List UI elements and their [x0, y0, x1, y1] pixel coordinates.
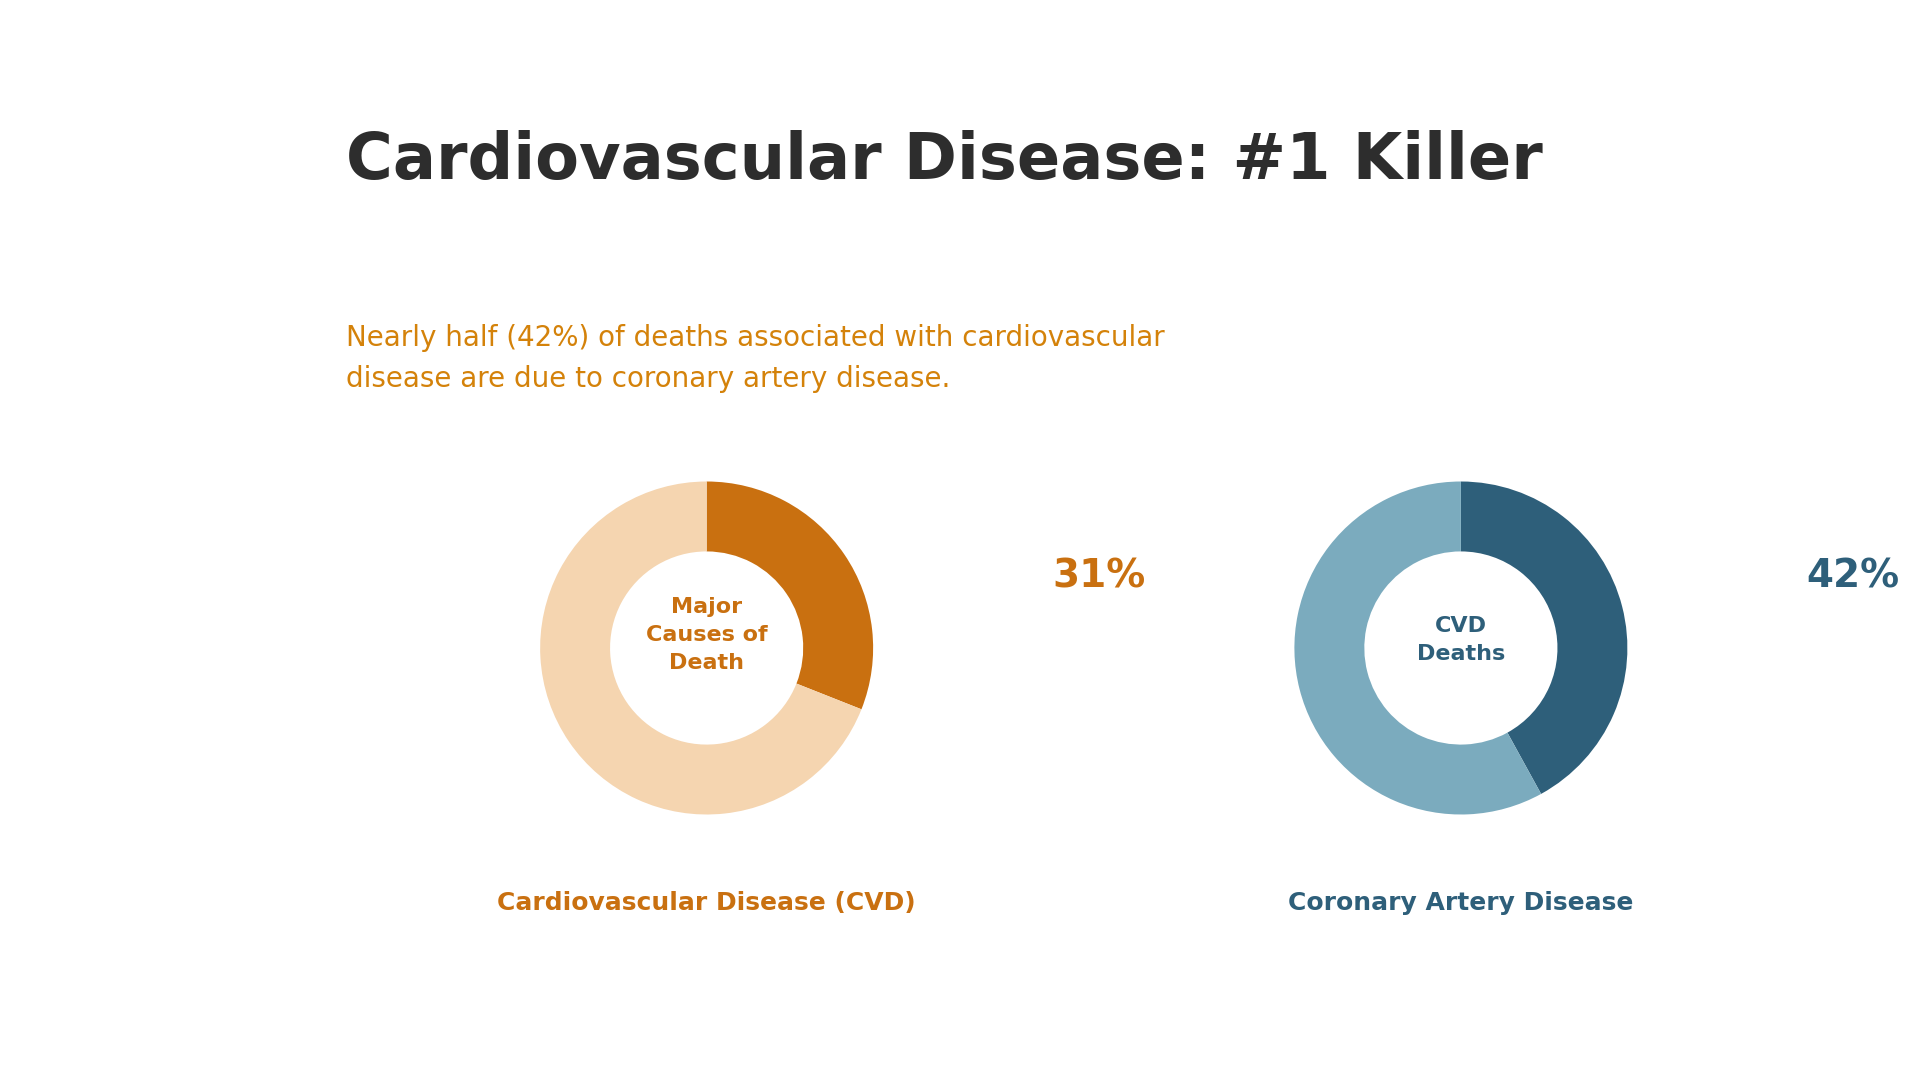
Text: Cardiovascular Disease (CVD): Cardiovascular Disease (CVD) [497, 891, 916, 915]
Wedge shape [707, 482, 874, 710]
Text: IVUS + NIRS™: IVUS + NIRS™ [81, 1025, 200, 1040]
Wedge shape [1294, 482, 1542, 814]
Text: Unstable
Lipid Core Plaque: Unstable Lipid Core Plaque [35, 227, 228, 274]
Text: Major
Causes of
Death: Major Causes of Death [645, 596, 768, 673]
Text: 42%: 42% [1807, 557, 1899, 595]
Wedge shape [540, 482, 862, 814]
Text: 31%: 31% [1052, 557, 1146, 595]
Text: The Problem: The Problem [35, 130, 290, 163]
Text: CVD
Deaths: CVD Deaths [1417, 616, 1505, 664]
Wedge shape [1461, 482, 1628, 794]
Text: Coronary Artery Disease: Coronary Artery Disease [1288, 891, 1634, 915]
Text: Nearly half (42%) of deaths associated with cardiovascular
disease are due to co: Nearly half (42%) of deaths associated w… [346, 324, 1165, 393]
Text: Cardiovascular Disease: #1 Killer: Cardiovascular Disease: #1 Killer [346, 130, 1542, 191]
